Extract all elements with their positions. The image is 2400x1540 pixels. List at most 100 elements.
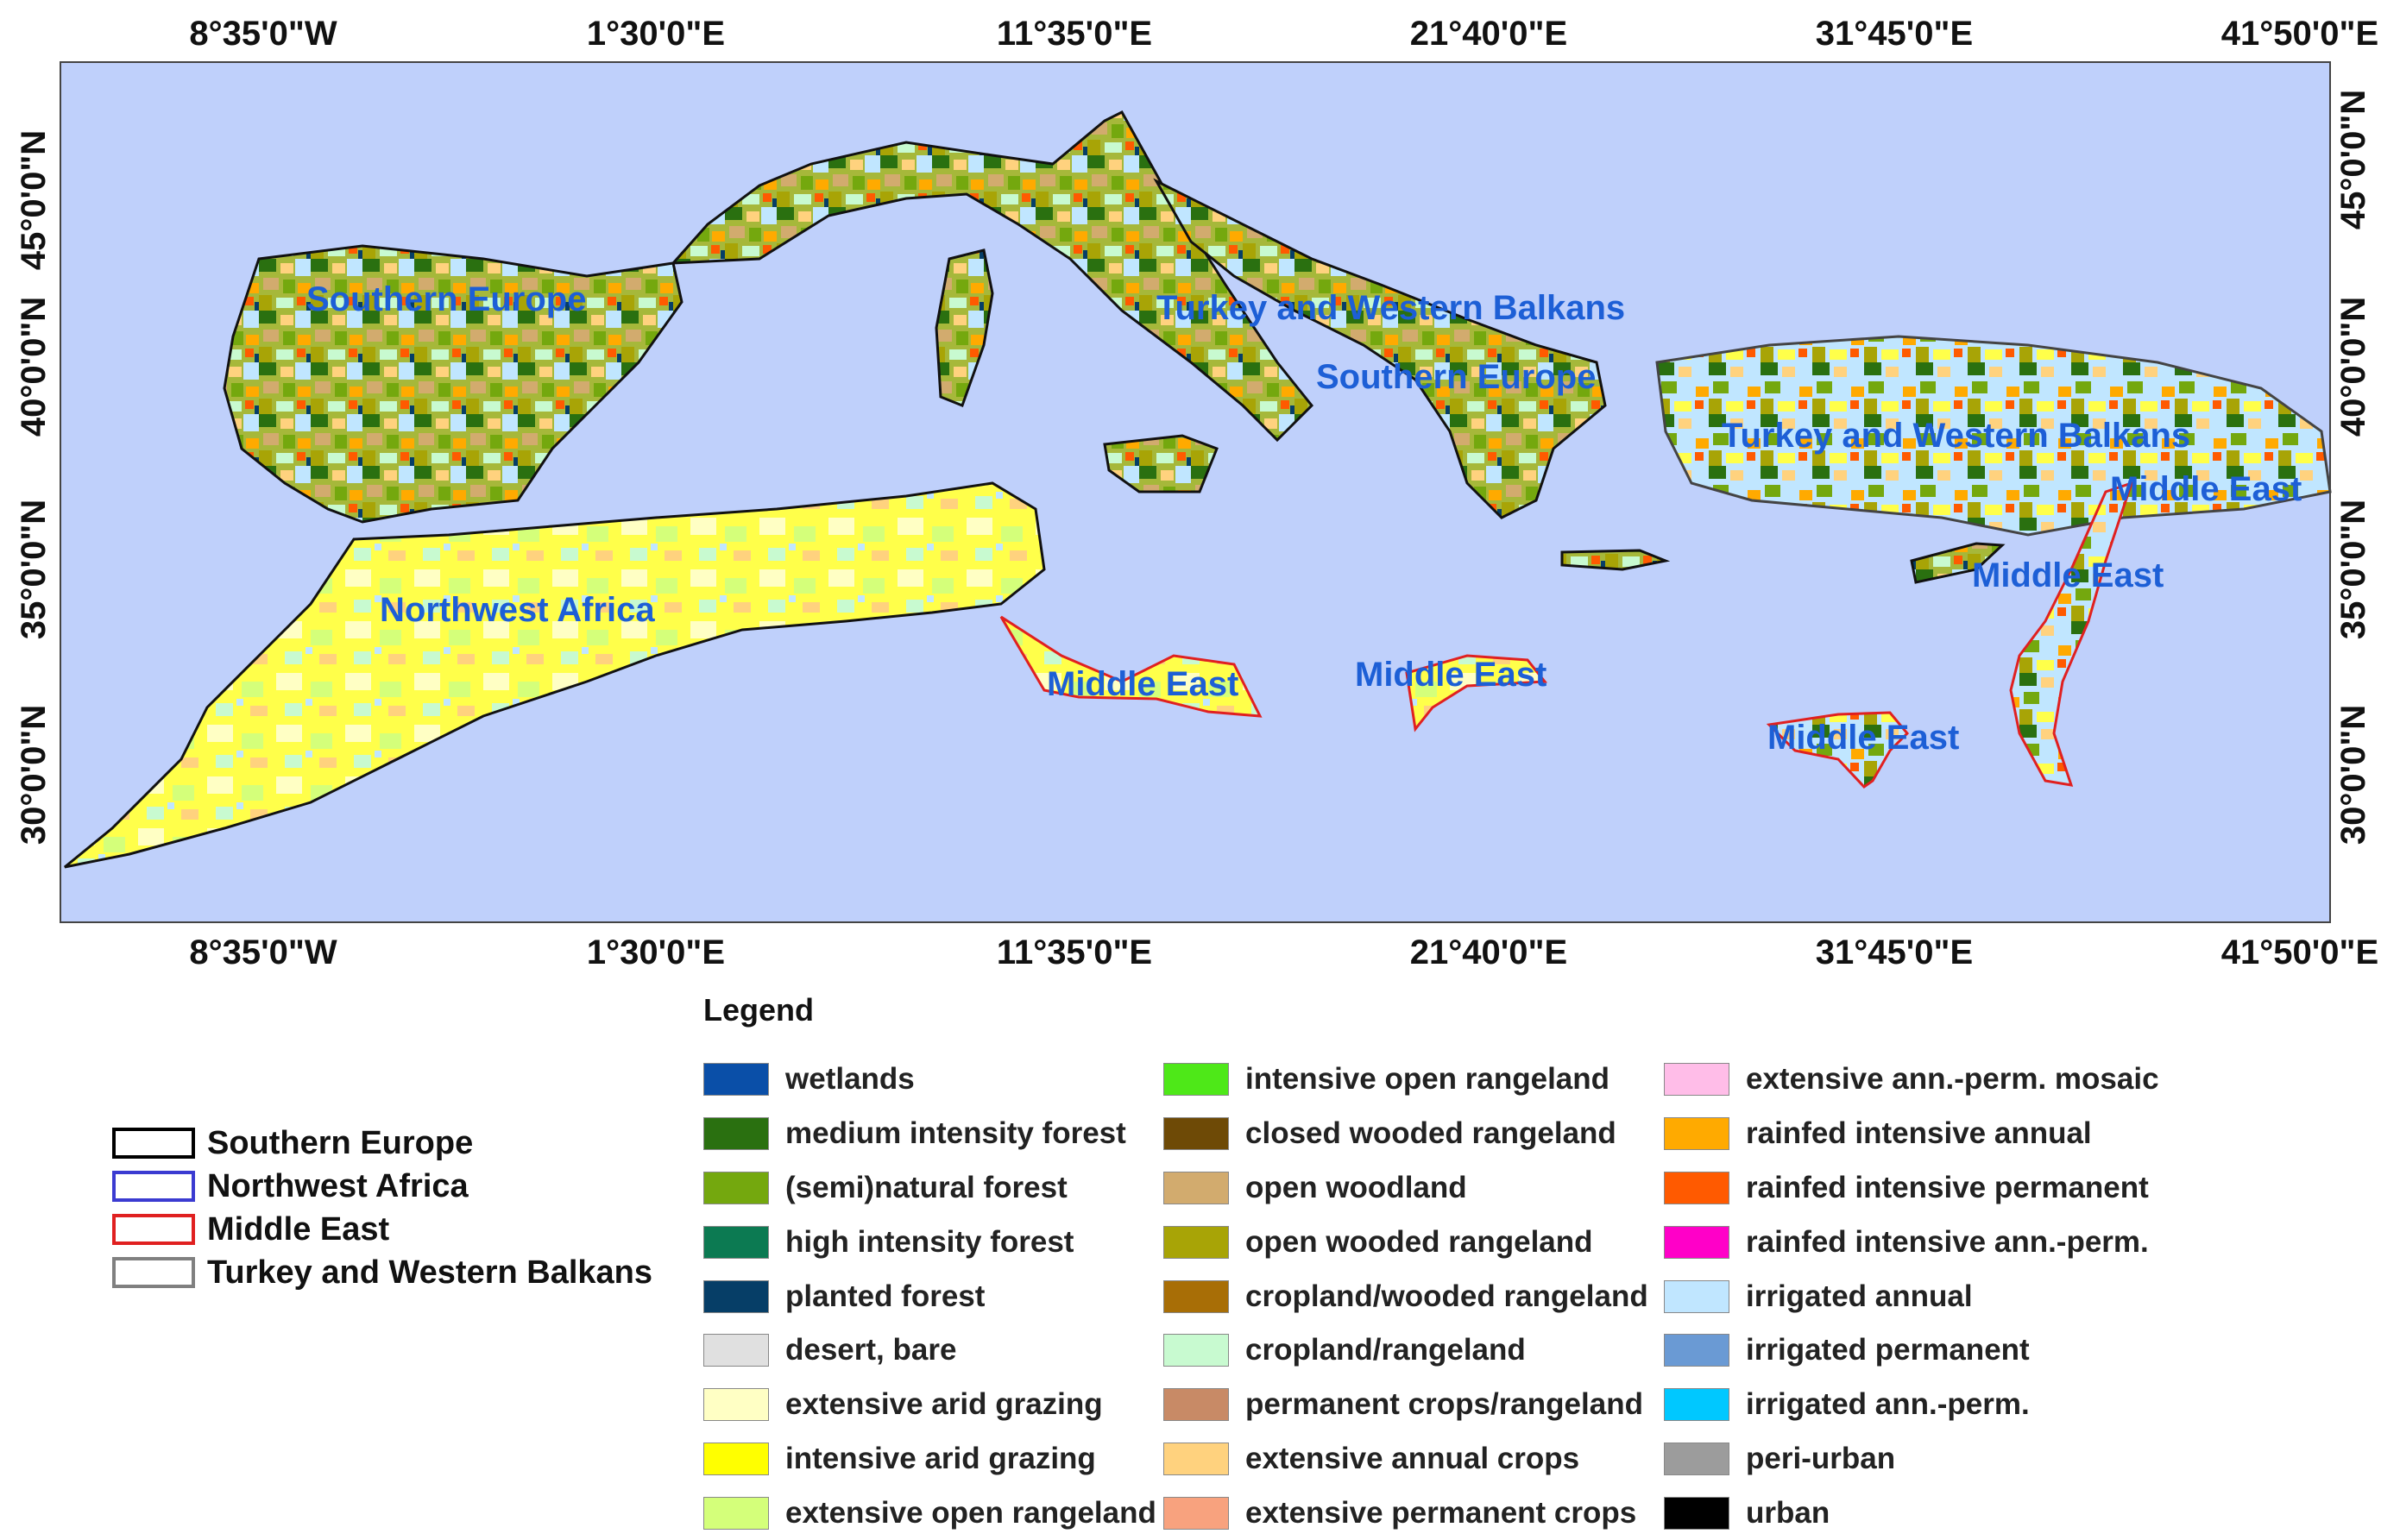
region-label-middle-east: Middle East [1355, 656, 1546, 694]
region-outline-swatch [112, 1214, 195, 1245]
legend-item-label: intensive open rangeland [1245, 1062, 1610, 1097]
legend-swatch [1664, 1225, 1729, 1259]
right-axis-label: 45°0'0"N [2334, 90, 2372, 229]
region-label-turkey-balkans: Turkey and Western Balkans [1722, 417, 2190, 455]
legend-item: irrigated permanent [1664, 1323, 2159, 1378]
legend-item-label: cropland/rangeland [1245, 1333, 1526, 1367]
legend-item-label: irrigated ann.-perm. [1746, 1387, 2030, 1422]
legend-swatch [703, 1496, 769, 1530]
legend-swatch [1163, 1225, 1229, 1259]
sicily-landmass [1103, 434, 1219, 493]
legend-item-label: extensive ann.-perm. mosaic [1746, 1062, 2159, 1097]
legend-item-label: rainfed intensive permanent [1746, 1170, 2149, 1204]
legend-swatch [703, 1442, 769, 1475]
legend-item: peri-urban [1664, 1432, 2159, 1487]
balkans-landmass [1153, 178, 1607, 519]
region-legend-label: Southern Europe [207, 1124, 474, 1161]
legend-item: urban [1664, 1486, 2159, 1540]
legend-swatch [1664, 1334, 1729, 1367]
northwest-africa-landmass [64, 481, 1046, 869]
legend-item: open wooded rangeland [1163, 1215, 1648, 1269]
bottom-axis-labels: 8°35'0"W 1°30'0"E 11°35'0"E 21°40'0"E 31… [189, 933, 2378, 971]
cyprus-landmass [1910, 542, 2006, 584]
legend-swatch [1163, 1496, 1229, 1530]
left-axis-label: 30°0'0"N [15, 705, 53, 845]
region-outline-swatch [112, 1128, 195, 1159]
legend-item-label: urban [1746, 1495, 1830, 1530]
legend-item: intensive open rangeland [1163, 1053, 1648, 1107]
region-legend-label: Northwest Africa [207, 1167, 469, 1204]
legend-swatch [1664, 1063, 1729, 1097]
legend-swatch [1664, 1442, 1729, 1475]
legend-item-label: desert, bare [785, 1333, 957, 1367]
legend-item: extensive permanent crops [1163, 1486, 1648, 1540]
bottom-axis-label: 8°35'0"W [189, 933, 337, 971]
left-axis-label: 35°0'0"N [15, 500, 53, 639]
top-axis-label: 41°50'0"E [2221, 15, 2378, 53]
legend-swatch [1664, 1117, 1729, 1151]
region-legend-item: Northwest Africa [112, 1165, 652, 1208]
legend-swatch [1664, 1279, 1729, 1313]
top-axis-label: 31°45'0"E [1816, 15, 1973, 53]
legend-swatch [1664, 1388, 1729, 1422]
bottom-axis-label: 31°45'0"E [1816, 933, 1973, 971]
legend-swatch [703, 1279, 769, 1313]
legend-swatch [1163, 1334, 1229, 1367]
legend-item: extensive ann.-perm. mosaic [1664, 1053, 2159, 1107]
legend-item-label: extensive annual crops [1245, 1441, 1580, 1475]
top-axis-labels: 8°35'0"W 1°30'0"E 11°35'0"E 21°40'0"E 31… [189, 15, 2378, 53]
legend-item: irrigated ann.-perm. [1664, 1378, 2159, 1432]
legend-item: extensive open rangeland [703, 1486, 1156, 1540]
legend-item: intensive arid grazing [703, 1432, 1156, 1487]
legend-item: rainfed intensive ann.-perm. [1664, 1215, 2159, 1269]
legend-item-label: closed wooded rangeland [1245, 1116, 1616, 1151]
region-label-middle-east: Middle East [1767, 719, 1959, 757]
region-label-middle-east: Middle East [1972, 556, 2164, 594]
legend-item-label: wetlands [785, 1062, 915, 1097]
region-label-middle-east: Middle East [2110, 470, 2302, 508]
legend-item-label: medium intensity forest [785, 1116, 1126, 1151]
turkey-landmass [1655, 335, 2332, 537]
legend-swatch [1163, 1063, 1229, 1097]
bottom-axis-label: 11°35'0"E [997, 933, 1152, 971]
region-legend-label: Middle East [207, 1210, 390, 1248]
region-legend-item: Middle East [112, 1208, 652, 1251]
legend-item: high intensity forest [703, 1215, 1156, 1269]
legend-swatch [1163, 1117, 1229, 1151]
legend-swatch [703, 1171, 769, 1204]
legend-title: Legend [703, 992, 815, 1028]
legend-item-label: planted forest [785, 1279, 986, 1313]
legend-item: medium intensity forest [703, 1107, 1156, 1161]
legend-item-label: open woodland [1245, 1170, 1467, 1204]
legend-item: open woodland [1163, 1161, 1648, 1216]
legend-item: permanent crops/rangeland [1163, 1378, 1648, 1432]
legend-item: (semi)natural forest [703, 1161, 1156, 1216]
legend-column: intensive open rangeland closed wooded ra… [1163, 1053, 1648, 1540]
crete-landmass [1560, 549, 1671, 571]
libya-coast-landmass [999, 615, 1263, 718]
legend-swatch [1163, 1388, 1229, 1422]
legend-swatch [703, 1063, 769, 1097]
region-legend-label: Turkey and Western Balkans [207, 1254, 653, 1291]
region-outline-swatch [112, 1257, 195, 1288]
egypt-delta-landmass [1766, 711, 1910, 789]
iberia-landmass [223, 244, 683, 524]
legend-item-label: cropland/wooded rangeland [1245, 1279, 1648, 1313]
legend-item: cropland/wooded rangeland [1163, 1269, 1648, 1323]
legend-column: wetlands medium intensity forest (semi)nat… [703, 1053, 1156, 1540]
legend-item: desert, bare [703, 1323, 1156, 1378]
legend-swatch [1664, 1171, 1729, 1204]
legend-swatch [1163, 1279, 1229, 1313]
legend-swatch [1163, 1171, 1229, 1204]
legend-item-label: peri-urban [1746, 1441, 1896, 1475]
right-axis-labels: 45°0'0"N 40°0'0"N 35°0'0"N 30°0'0"N [2334, 90, 2372, 845]
region-legend-item: Turkey and Western Balkans [112, 1251, 652, 1294]
legend-item: extensive annual crops [1163, 1432, 1648, 1487]
region-legend-item: Southern Europe [112, 1122, 652, 1165]
bottom-axis-label: 1°30'0"E [587, 933, 725, 971]
region-label-turkey-balkans: Turkey and Western Balkans [1156, 289, 1625, 327]
right-axis-label: 30°0'0"N [2334, 705, 2372, 845]
top-axis-label: 11°35'0"E [997, 15, 1152, 53]
region-outline-swatch [112, 1171, 195, 1202]
legend-item: planted forest [703, 1269, 1156, 1323]
